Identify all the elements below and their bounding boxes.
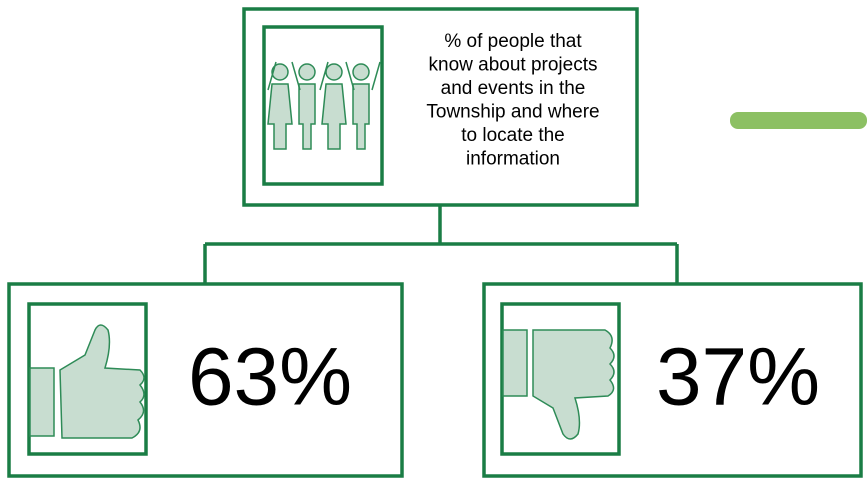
- no-value: 37%: [656, 332, 820, 423]
- root-label-line: to locate the: [461, 125, 565, 146]
- thumb-up-icon: [29, 324, 145, 439]
- yes-value: 63%: [188, 332, 352, 423]
- connector: [203, 205, 679, 283]
- root-label-line: % of people that: [444, 31, 582, 52]
- root-label-line: and events in the: [441, 78, 586, 99]
- root-label-line: information: [466, 149, 560, 170]
- thumb-down-icon: [502, 329, 615, 440]
- root-label-line: Township and where: [426, 102, 599, 123]
- root-label-line: know about projects: [429, 55, 598, 76]
- green-bar: [730, 112, 867, 129]
- people-icon: [267, 61, 381, 150]
